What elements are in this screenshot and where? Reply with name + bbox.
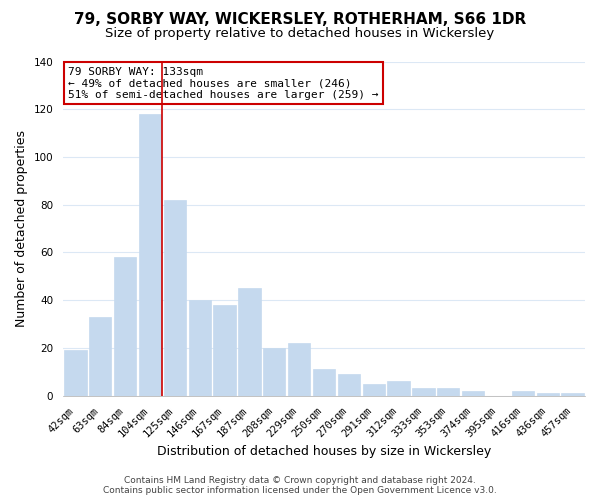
Bar (362, 384, 385, 396)
Bar (214, 305, 236, 396)
Text: Size of property relative to detached houses in Wickersley: Size of property relative to detached ho… (106, 28, 494, 40)
Bar (412, 388, 434, 396)
Text: 79, SORBY WAY, WICKERSLEY, ROTHERHAM, S66 1DR: 79, SORBY WAY, WICKERSLEY, ROTHERHAM, S6… (74, 12, 526, 28)
Bar (338, 374, 360, 396)
Bar (562, 393, 584, 396)
Bar (238, 288, 260, 396)
Bar (512, 391, 534, 396)
Bar (64, 350, 86, 396)
Bar (288, 343, 310, 396)
Bar (462, 391, 484, 396)
Y-axis label: Number of detached properties: Number of detached properties (15, 130, 28, 327)
Bar (89, 317, 112, 396)
Bar (114, 257, 136, 396)
Bar (164, 200, 186, 396)
Bar (536, 393, 559, 396)
Bar (188, 300, 211, 396)
Bar (388, 382, 410, 396)
Text: 79 SORBY WAY: 133sqm
← 49% of detached houses are smaller (246)
51% of semi-deta: 79 SORBY WAY: 133sqm ← 49% of detached h… (68, 66, 379, 100)
Bar (313, 370, 335, 396)
X-axis label: Distribution of detached houses by size in Wickersley: Distribution of detached houses by size … (157, 444, 491, 458)
Bar (437, 388, 460, 396)
Bar (139, 114, 161, 396)
Text: Contains HM Land Registry data © Crown copyright and database right 2024.
Contai: Contains HM Land Registry data © Crown c… (103, 476, 497, 495)
Bar (263, 348, 286, 396)
